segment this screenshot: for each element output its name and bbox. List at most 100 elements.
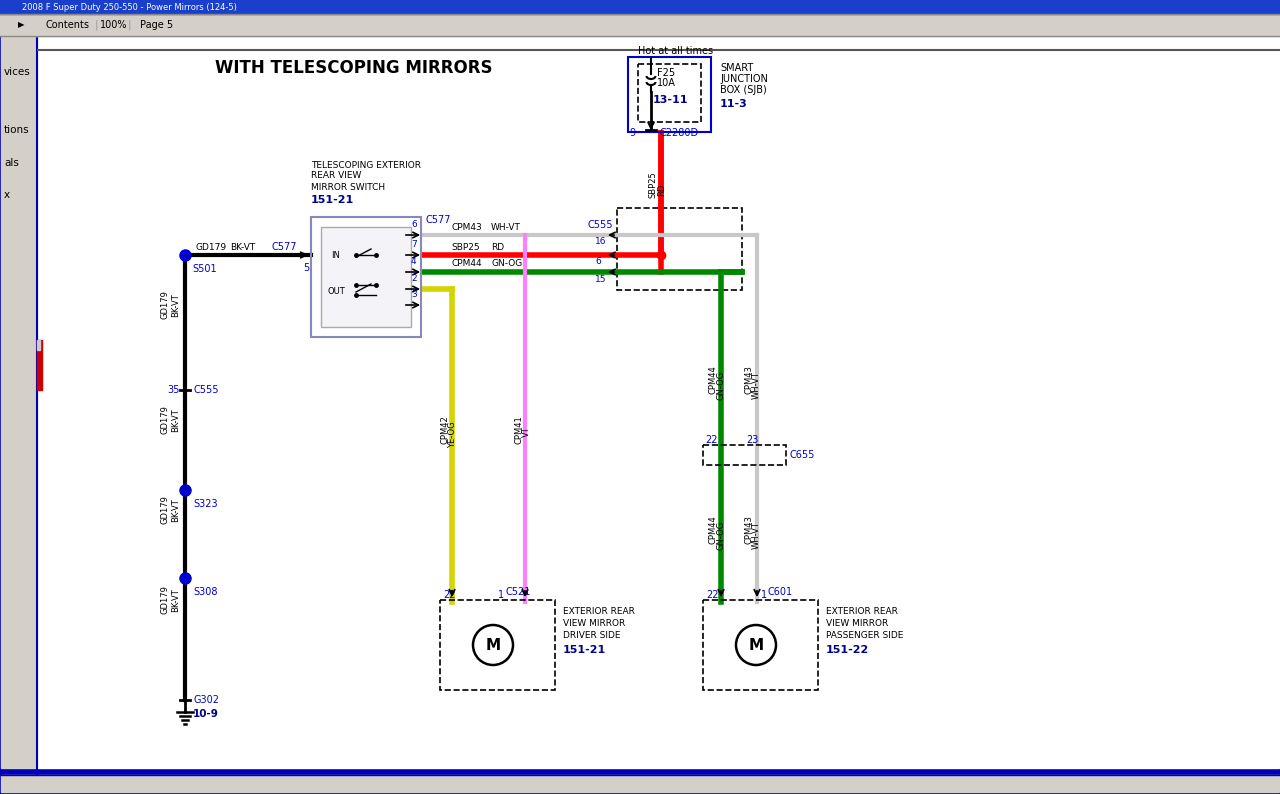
Text: C2280D: C2280D [659, 128, 698, 138]
Text: 15: 15 [595, 275, 607, 283]
Text: 11-3: 11-3 [719, 99, 748, 109]
Text: M: M [485, 638, 500, 653]
Text: C521: C521 [506, 587, 530, 597]
Text: 4: 4 [411, 257, 416, 266]
Text: 2: 2 [411, 274, 416, 283]
Text: REAR VIEW: REAR VIEW [311, 172, 361, 180]
Text: 151-21: 151-21 [311, 195, 355, 205]
Bar [617, 208, 742, 290]
Text: GD179: GD179 [161, 406, 170, 434]
Bar [321, 227, 411, 327]
Text: BK-VT: BK-VT [172, 408, 180, 432]
Text: ▶: ▶ [18, 21, 24, 29]
Text: Page 5: Page 5 [140, 20, 173, 30]
Text: SBP25: SBP25 [451, 242, 480, 252]
Text: CPM44: CPM44 [451, 260, 481, 268]
Text: 2008 F Super Duty 250-550 - Power Mirrors (124-5): 2008 F Super Duty 250-550 - Power Mirror… [22, 2, 237, 11]
Text: S323: S323 [193, 499, 218, 509]
Text: PASSENGER SIDE: PASSENGER SIDE [826, 631, 904, 641]
Text: C577: C577 [271, 242, 297, 252]
Text: BOX (SJB): BOX (SJB) [719, 85, 767, 95]
Bar [37, 340, 42, 390]
Text: IN: IN [332, 250, 340, 260]
Text: GD179: GD179 [195, 242, 227, 252]
Text: CPM43: CPM43 [744, 515, 753, 545]
Text: C655: C655 [790, 450, 815, 460]
Text: C601: C601 [768, 587, 794, 597]
Text: OUT: OUT [326, 287, 344, 296]
Bar [0, 0, 1280, 14]
Bar [37, 340, 40, 350]
Text: C577: C577 [426, 215, 452, 225]
Text: 151-21: 151-21 [563, 645, 607, 655]
Text: 22: 22 [705, 435, 718, 445]
Text: vices: vices [4, 67, 31, 77]
Text: BK-VT: BK-VT [230, 242, 255, 252]
Text: C555: C555 [193, 385, 219, 395]
Text: 151-22: 151-22 [826, 645, 869, 655]
Bar [637, 64, 701, 122]
Text: DRIVER SIDE: DRIVER SIDE [563, 631, 621, 641]
Text: 16: 16 [595, 237, 607, 246]
Text: 7: 7 [411, 240, 417, 249]
Text: CPM43: CPM43 [451, 222, 481, 232]
Text: 13-11: 13-11 [653, 95, 689, 105]
Text: 3: 3 [411, 290, 417, 299]
Text: TELESCOPING EXTERIOR: TELESCOPING EXTERIOR [311, 160, 421, 169]
Text: CPM42: CPM42 [440, 415, 449, 445]
Text: 23: 23 [746, 435, 758, 445]
Text: WH-VT: WH-VT [492, 222, 521, 232]
Text: CPM44: CPM44 [708, 515, 717, 545]
Text: BK-VT: BK-VT [172, 588, 180, 612]
Bar [703, 600, 818, 690]
Text: GD179: GD179 [161, 495, 170, 525]
Text: VIEW MIRROR: VIEW MIRROR [563, 619, 625, 629]
Text: 6: 6 [411, 220, 417, 229]
Text: 5: 5 [303, 263, 310, 273]
Text: 6: 6 [595, 257, 600, 267]
Text: BK-VT: BK-VT [172, 293, 180, 317]
Text: 10-9: 10-9 [193, 709, 219, 719]
Text: CPM44: CPM44 [708, 365, 717, 395]
Text: G302: G302 [193, 695, 219, 705]
Bar [703, 445, 786, 465]
Text: C555: C555 [588, 220, 613, 230]
Text: RD: RD [492, 242, 504, 252]
Text: Hot at all times: Hot at all times [637, 46, 713, 56]
Text: 1: 1 [498, 590, 504, 600]
Text: WITH TELESCOPING MIRRORS: WITH TELESCOPING MIRRORS [215, 59, 493, 77]
Text: F25: F25 [657, 68, 675, 78]
Text: 35: 35 [166, 385, 179, 395]
Text: VT: VT [522, 426, 531, 437]
Text: GN-OG: GN-OG [716, 370, 724, 399]
Bar [0, 14, 1280, 36]
Text: JUNCTION: JUNCTION [719, 74, 768, 84]
Text: GN-OG: GN-OG [492, 260, 522, 268]
Text: GD179: GD179 [161, 585, 170, 615]
Bar [311, 217, 421, 337]
Text: 9: 9 [628, 128, 635, 138]
Text: SMART: SMART [719, 63, 753, 73]
Text: x: x [4, 190, 10, 200]
Text: |: | [95, 20, 99, 30]
Text: 10A: 10A [657, 78, 676, 88]
Text: M: M [749, 638, 764, 653]
Text: 22: 22 [707, 590, 718, 600]
Text: EXTERIOR REAR: EXTERIOR REAR [826, 607, 897, 616]
Bar [628, 57, 710, 132]
Text: MIRROR SWITCH: MIRROR SWITCH [311, 183, 385, 191]
Text: tions: tions [4, 125, 29, 135]
Text: GN-OG: GN-OG [716, 520, 724, 549]
Bar [1, 37, 37, 768]
Text: CPM41: CPM41 [515, 415, 524, 445]
Text: GD179: GD179 [161, 291, 170, 319]
Text: EXTERIOR REAR: EXTERIOR REAR [563, 607, 635, 616]
Text: BK-VT: BK-VT [172, 498, 180, 522]
Text: 1: 1 [762, 590, 767, 600]
Bar [1, 775, 1279, 792]
Text: als: als [4, 158, 19, 168]
Text: YE-OG: YE-OG [448, 422, 457, 449]
Text: RD: RD [657, 184, 666, 196]
Text: 100%: 100% [100, 20, 128, 30]
Text: 22: 22 [443, 590, 456, 600]
